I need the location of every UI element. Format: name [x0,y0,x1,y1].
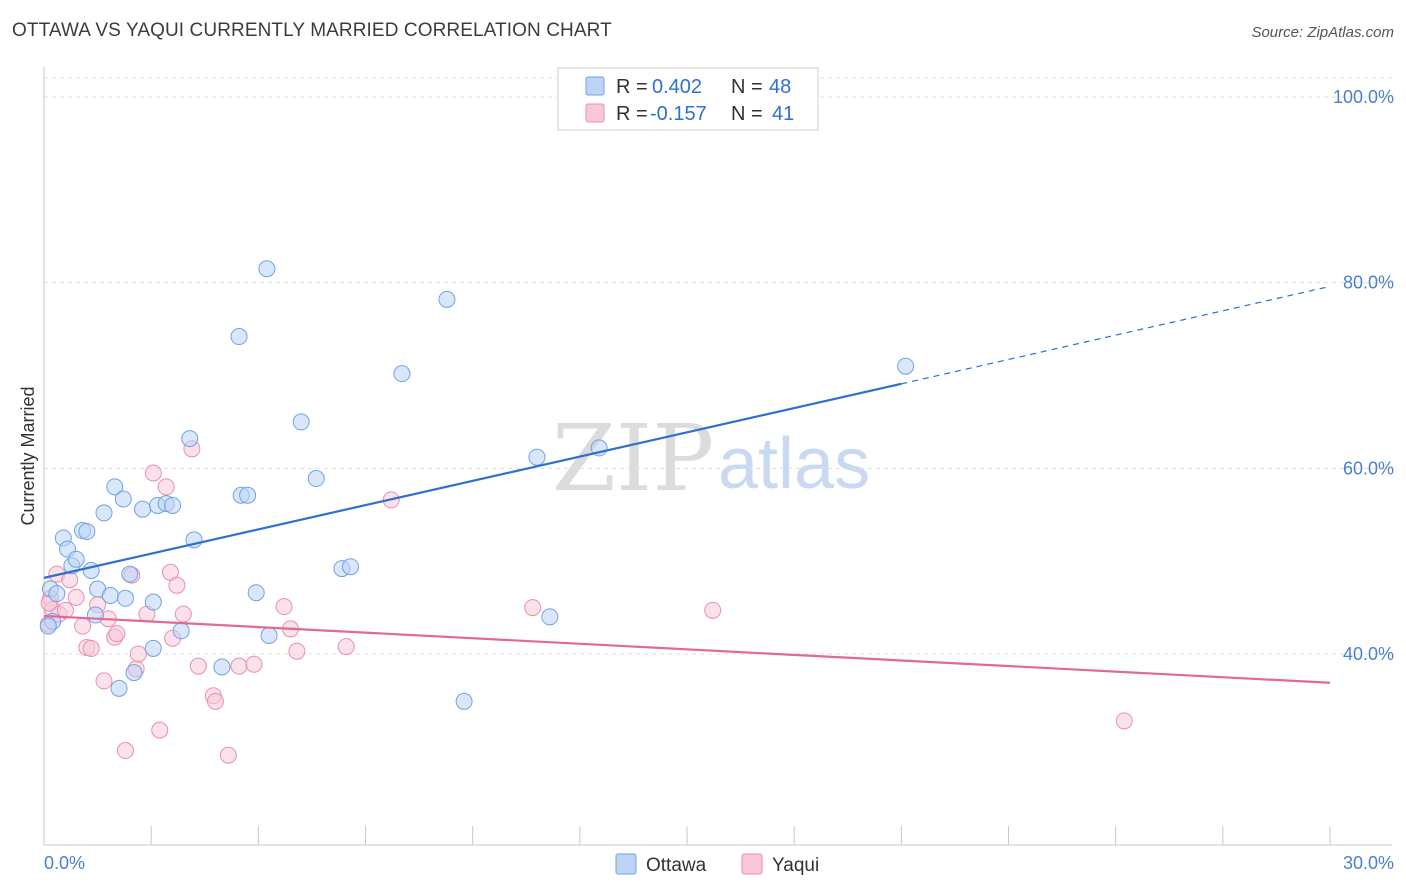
yaqui-point [1115,712,1133,730]
ottawa-point [114,490,132,508]
x-tick-label-max: 30.0% [1343,853,1394,873]
yaqui-point [337,638,355,656]
yaqui-trend-line [43,614,1331,684]
ottawa-point [307,470,325,488]
x-tick-label-min: 0.0% [44,853,85,873]
legend-swatch-ottawa [585,76,605,96]
yaqui-point [108,625,126,643]
yaqui-point [82,639,100,657]
series-legend: Ottawa Yaqui [615,853,819,876]
yaqui-point [95,672,113,690]
ottawa-point [39,617,57,635]
x-axis-ticks [150,826,1331,845]
legend-ottawa-n-value: 48 [769,76,791,98]
ottawa-point [247,584,265,602]
ottawa-point [48,585,66,603]
ottawa-point [181,430,199,448]
yaqui-point [74,617,92,635]
legend-yaqui-n-label: N = [731,103,763,125]
ottawa-point [897,357,915,375]
ottawa-point [541,608,559,626]
ottawa-point [121,565,139,583]
trend-lines [43,285,1331,684]
yaqui-point [704,601,722,619]
yaqui-point [144,464,162,482]
yaqui-points [39,440,1133,764]
yaqui-point [219,746,237,764]
ottawa-point [101,587,119,605]
chart-title: OTTAWA VS YAQUI CURRENTLY MARRIED CORREL… [12,20,612,41]
yaqui-point [275,598,293,616]
ottawa-point [528,448,546,466]
yaqui-point [151,721,169,739]
legend-ottawa-r-value: 0.402 [652,76,702,98]
bottom-legend-yaqui: Yaqui [772,855,819,876]
legend-yaqui-r-value: -0.157 [650,103,707,125]
legend-ottawa-r-label: R = [616,76,648,98]
legend-swatch-yaqui [585,103,605,123]
ottawa-point [110,679,128,697]
ottawa-point [116,589,134,607]
y-axis-title: Currently Married [18,386,38,525]
ottawa-point [86,606,104,624]
ottawa-point [292,413,310,431]
ottawa-point [341,558,359,576]
yaqui-point [245,655,263,673]
y-tick-labels: 40.0% 60.0% 80.0% 100.0% [1333,87,1394,664]
bottom-legend-ottawa: Ottawa [646,855,707,876]
ottawa-point [164,496,182,514]
watermark-zip: ZIP [552,405,714,512]
ottawa-point [95,504,113,522]
yaqui-point [168,576,186,594]
source-credit: Source: ZipAtlas.com [1251,24,1394,41]
y-tick-label-60: 60.0% [1343,458,1394,478]
watermark-atlas: atlas [718,424,870,504]
yaqui-point [67,588,85,606]
yaqui-point [56,601,74,619]
ottawa-point [78,522,96,540]
ottawa-point [438,290,456,308]
ottawa-point [144,593,162,611]
yaqui-point [230,657,248,675]
ottawa-point [260,626,278,644]
y-tick-label-80: 80.0% [1343,273,1394,293]
ottawa-point [455,692,473,710]
watermark: ZIP atlas [552,405,870,512]
ottawa-point [106,478,124,496]
ottawa-trend-extension [901,285,1331,385]
ottawa-point [239,486,257,504]
ottawa-point [230,328,248,346]
correlation-legend: R = 0.402 N = 48 R = -0.157 N = 41 [557,67,819,131]
bottom-legend-swatch-yaqui [741,853,763,875]
ottawa-point [393,365,411,383]
ottawa-point [125,664,143,682]
yaqui-point [129,645,147,663]
yaqui-point [524,599,542,617]
y-tick-label-40: 40.0% [1343,644,1394,664]
yaqui-point [206,692,224,710]
ottawa-point [213,658,231,676]
yaqui-point [288,642,306,660]
yaqui-point [157,478,175,496]
grid [44,77,1392,655]
ottawa-point [172,622,190,640]
y-tick-label-100: 100.0% [1333,87,1394,107]
yaqui-point [116,742,134,760]
ottawa-point [134,500,152,518]
yaqui-point [189,657,207,675]
ottawa-trend-line [43,382,902,579]
legend-ottawa-n-label: N = [731,76,763,98]
bottom-legend-swatch-ottawa [615,853,637,875]
legend-yaqui-n-value: 41 [772,103,794,125]
ottawa-points [39,260,915,710]
ottawa-point [67,550,85,568]
yaqui-point [174,605,192,623]
ottawa-point [144,639,162,657]
legend-yaqui-r-label: R = [616,103,648,125]
ottawa-point [258,260,276,278]
